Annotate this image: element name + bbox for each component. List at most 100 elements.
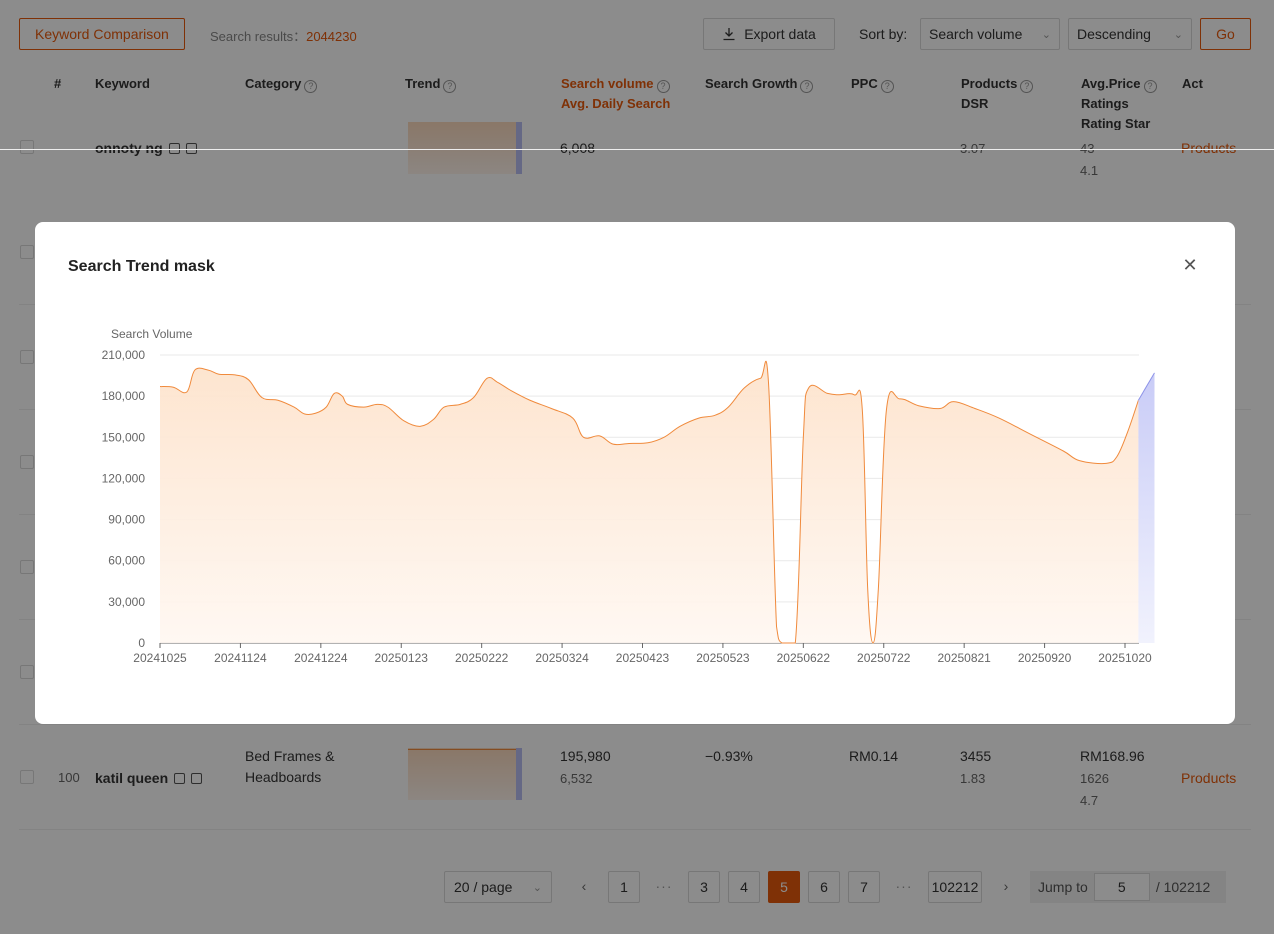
trend-line[interactable] <box>159 360 1139 644</box>
x-tick-label: 20250324 <box>535 651 589 665</box>
trend-area <box>160 361 1139 643</box>
page-ellipsis[interactable]: ··· <box>655 878 673 894</box>
search-results-label: Search results： <box>210 29 307 44</box>
page-button-7[interactable]: 7 <box>848 871 880 903</box>
avg-daily-cell: 6,532 <box>560 771 593 786</box>
page-button-last[interactable]: 102212 <box>928 871 982 903</box>
trend-sparkline[interactable] <box>408 748 522 800</box>
y-tick-label: 180,000 <box>102 389 146 403</box>
keyword-cell[interactable]: onnoty ng <box>95 138 197 159</box>
search-results-count: 2044230 <box>306 29 357 44</box>
next-page-icon[interactable]: › <box>1003 878 1009 894</box>
column-products-label: Products <box>961 76 1018 91</box>
help-icon[interactable]: ? <box>443 80 457 93</box>
column-search-volume-label: Search volume <box>561 76 654 91</box>
row-checkbox[interactable] <box>20 350 34 364</box>
page-button-3[interactable]: 3 <box>688 871 720 903</box>
sort-order-value: Descending <box>1077 26 1151 42</box>
search-results: Search results：2044230 <box>210 26 357 45</box>
page-button-4[interactable]: 4 <box>728 871 760 903</box>
dsr-cell: 1.83 <box>960 771 986 786</box>
products-link[interactable]: Products <box>1181 140 1237 156</box>
keyword-text: onnoty ng <box>95 140 163 156</box>
row-checkbox[interactable] <box>20 665 34 679</box>
column-category-label: Category <box>245 76 302 91</box>
row-checkbox[interactable] <box>20 560 34 574</box>
keyword-cell[interactable]: katil queen <box>95 768 203 789</box>
y-tick-label: 0 <box>138 636 145 650</box>
column-ppc-label: PPC <box>851 76 878 91</box>
page-button-1[interactable]: 1 <box>608 871 640 903</box>
column-ppc[interactable]: PPC? <box>851 74 894 94</box>
column-search-volume[interactable]: Search volume? Avg. Daily Search <box>561 74 670 114</box>
chevron-down-icon: ⌄ <box>1173 28 1183 41</box>
x-tick-label: 20250123 <box>375 651 429 665</box>
search-trend-chart: 0 30,000 60,000 90,000 120,000 150,000 180,000… <box>102 327 1155 665</box>
page-button-5[interactable]: 5 <box>768 871 800 903</box>
x-tick-label: 20241224 <box>294 651 348 665</box>
download-icon <box>723 28 735 41</box>
help-icon[interactable]: ? <box>656 80 670 93</box>
chevron-down-icon: ⌄ <box>532 881 542 894</box>
products-link[interactable]: Products <box>1181 770 1237 786</box>
export-data-button[interactable]: Export data <box>703 18 835 50</box>
category-cell: Bed Frames & Headboards <box>245 746 334 788</box>
copy-icon[interactable] <box>191 773 203 784</box>
x-tick-label: 20250722 <box>857 651 911 665</box>
jump-to-input[interactable]: 5 <box>1093 873 1150 901</box>
x-tick-label: 20250821 <box>937 651 991 665</box>
go-button[interactable]: Go <box>1200 18 1251 50</box>
column-search-growth[interactable]: Search Growth? <box>705 74 814 94</box>
help-icon[interactable]: ? <box>1143 80 1157 93</box>
volume-cell: 6,008 <box>560 140 596 156</box>
column-search-growth-label: Search Growth <box>705 76 798 91</box>
x-tick-label: 20250622 <box>777 651 831 665</box>
page-button-6[interactable]: 6 <box>808 871 840 903</box>
ratings-cell: 1626 <box>1080 771 1109 786</box>
external-link-icon[interactable] <box>174 773 186 784</box>
row-checkbox[interactable] <box>20 140 34 154</box>
help-icon[interactable]: ? <box>304 80 318 93</box>
forecast-line[interactable] <box>1137 372 1155 401</box>
column-category: Category? <box>245 74 318 94</box>
dsr-cell: 3.07 <box>960 141 986 156</box>
y-axis-label: Search Volume <box>111 327 193 341</box>
help-icon[interactable]: ? <box>800 80 814 93</box>
column-keyword[interactable]: Keyword <box>95 76 150 91</box>
y-tick-label: 210,000 <box>102 348 146 362</box>
modal-title: Search Trend mask <box>68 258 215 275</box>
help-icon[interactable]: ? <box>880 80 894 93</box>
row-checkbox[interactable] <box>20 770 34 784</box>
ratings-cell: 43 <box>1080 141 1095 156</box>
column-avg-price[interactable]: Avg.Price? Ratings Rating Star <box>1081 74 1157 134</box>
y-tick-label: 30,000 <box>108 595 145 609</box>
trend-sparkline[interactable] <box>408 122 522 174</box>
rating-star-cell: 4.1 <box>1080 163 1099 178</box>
y-tick-label: 150,000 <box>102 430 146 444</box>
page-size-select[interactable]: 20 / page ⌄ <box>444 871 552 903</box>
column-dsr-label: DSR <box>961 96 989 111</box>
help-icon[interactable]: ? <box>1020 80 1034 93</box>
sort-order-select[interactable]: Descending ⌄ <box>1068 18 1192 50</box>
sparkline-forecast <box>516 748 522 800</box>
close-icon[interactable]: ✕ <box>1182 255 1198 275</box>
column-ratings-label: Ratings <box>1081 96 1129 111</box>
growth-cell: −0.93% <box>705 748 753 764</box>
column-act: Act <box>1182 76 1203 91</box>
jump-to-label: Jump to <box>1038 879 1088 895</box>
volume-cell: 195,980 <box>560 748 611 764</box>
sort-field-select[interactable]: Search volume ⌄ <box>920 18 1060 50</box>
prev-page-icon[interactable]: ‹ <box>581 878 587 894</box>
x-tick-label: 20250222 <box>455 651 509 665</box>
chevron-down-icon: ⌄ <box>1041 28 1051 41</box>
external-link-icon[interactable] <box>168 143 180 154</box>
y-tick-label: 60,000 <box>108 554 145 568</box>
copy-icon[interactable] <box>185 143 197 154</box>
x-tick-label: 20250423 <box>616 651 670 665</box>
row-checkbox[interactable] <box>20 455 34 469</box>
column-products[interactable]: Products? DSR <box>961 74 1034 114</box>
row-checkbox[interactable] <box>20 245 34 259</box>
page-ellipsis[interactable]: ··· <box>895 878 913 894</box>
keyword-comparison-button[interactable]: Keyword Comparison <box>19 18 185 50</box>
forecast-area <box>1138 372 1155 643</box>
